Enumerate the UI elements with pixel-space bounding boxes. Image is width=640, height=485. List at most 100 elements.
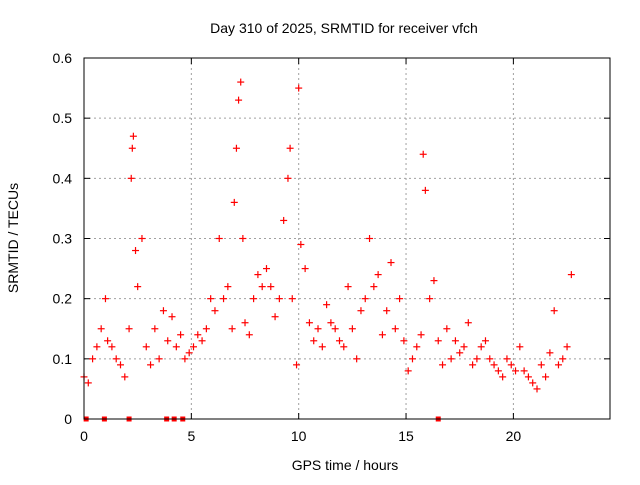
data-point: [537, 361, 545, 369]
data-point: [318, 343, 326, 351]
data-point: [108, 343, 116, 351]
data-point: [172, 343, 180, 351]
data-point: [93, 343, 101, 351]
data-point: [546, 349, 554, 357]
data-point: [520, 367, 528, 375]
data-point: [387, 259, 395, 267]
data-point: [138, 235, 146, 242]
data-point: [434, 337, 442, 345]
data-point: [301, 265, 309, 273]
x-tick-labels: 0 5 10 15 20: [80, 428, 521, 444]
data-point: [419, 150, 427, 158]
data-point: [512, 367, 520, 375]
x-tick-label: 0: [80, 428, 88, 444]
data-point: [451, 337, 459, 345]
data-point: [370, 283, 378, 291]
data-point: [473, 355, 481, 363]
data-point: [112, 355, 120, 363]
data-point: [563, 343, 571, 351]
data-point: [344, 283, 352, 291]
data-point: [129, 132, 137, 140]
data-point: [228, 325, 236, 333]
data-point: [220, 295, 228, 303]
y-tick-label: 0.6: [53, 50, 73, 66]
data-point: [413, 343, 421, 351]
data-point: [267, 283, 275, 291]
data-point: [181, 355, 189, 363]
data-point: [142, 343, 150, 351]
data-point: [230, 198, 238, 206]
data-point: [486, 355, 494, 363]
data-point: [177, 331, 185, 339]
data-point: [314, 325, 322, 333]
data-point: [456, 349, 464, 357]
data-point: [503, 355, 511, 363]
data-point: [499, 373, 507, 381]
chart-title: Day 310 of 2025, SRMTID for receiver vfc…: [210, 20, 478, 36]
data-point: [400, 337, 408, 345]
y-tick-labels: 0 0.1 0.2 0.3 0.4 0.5 0.6: [53, 50, 73, 427]
data-point: [250, 295, 258, 303]
data-point: [258, 283, 266, 291]
data-point: [155, 355, 163, 363]
data-point: [353, 355, 361, 363]
data-point: [507, 361, 515, 369]
data-point: [396, 295, 404, 303]
data-point: [550, 307, 558, 315]
data-point: [481, 337, 489, 345]
data-point: [361, 295, 369, 303]
data-point: [134, 283, 142, 291]
y-tick-label: 0: [64, 411, 72, 427]
data-point: [469, 361, 477, 369]
data-point: [275, 295, 283, 303]
data-point: [335, 337, 343, 345]
data-point: [128, 144, 136, 152]
data-point: [439, 361, 447, 369]
data-point: [97, 325, 105, 333]
data-point: [168, 313, 176, 321]
data-point: [391, 325, 399, 333]
data-point: [288, 295, 296, 303]
data-point: [121, 373, 129, 381]
data-point: [524, 373, 532, 381]
x-tick-label: 10: [291, 428, 307, 444]
x-tick-label: 15: [398, 428, 414, 444]
data-point: [224, 283, 232, 291]
data-point: [348, 325, 356, 333]
data-point: [305, 319, 313, 327]
data-point: [132, 247, 140, 255]
plot-frame: [83, 57, 611, 420]
data-point: [542, 373, 550, 381]
data-point: [357, 307, 365, 315]
data-point: [189, 343, 197, 351]
data-point: [262, 265, 270, 273]
data-point: [116, 361, 124, 369]
grid-lines: [84, 58, 610, 419]
y-tick-label: 0.2: [53, 291, 73, 307]
data-point: [340, 343, 348, 351]
x-axis-label: GPS time / hours: [292, 457, 399, 473]
data-point: [84, 379, 92, 387]
data-point: [198, 337, 206, 345]
data-point: [533, 385, 541, 393]
data-point: [477, 343, 485, 351]
data-point: [366, 235, 374, 242]
data-point: [202, 325, 210, 333]
data-point: [464, 319, 472, 327]
data-point: [408, 355, 416, 363]
data-point: [147, 361, 155, 369]
data-point: [421, 186, 429, 194]
data-point: [89, 355, 97, 363]
data-point: [286, 144, 294, 152]
data-point: [125, 325, 133, 333]
data-point: [516, 343, 524, 351]
data-point: [239, 235, 247, 242]
data-point: [567, 271, 575, 279]
data-point: [194, 331, 202, 339]
data-point: [426, 295, 434, 303]
data-point: [104, 337, 112, 345]
y-axis-label: SRMTID / TECUs: [5, 183, 21, 293]
x-tick-label: 5: [187, 428, 195, 444]
